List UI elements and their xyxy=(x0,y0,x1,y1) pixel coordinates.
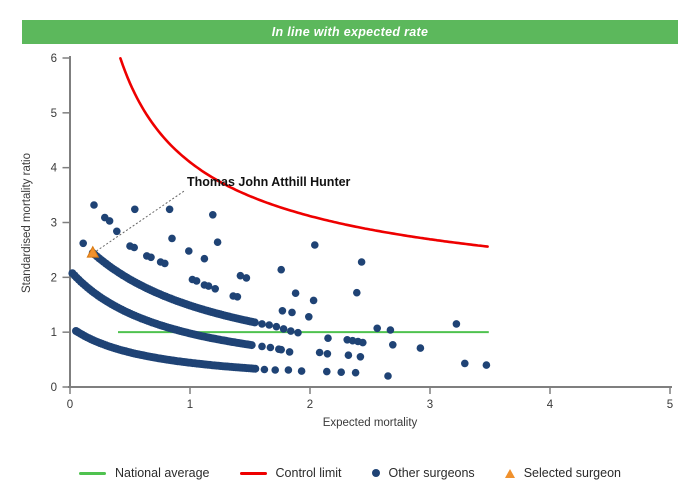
other-surgeon-dot[interactable] xyxy=(277,345,286,354)
other-surgeon-dot[interactable] xyxy=(165,205,174,214)
y-tick-label: 3 xyxy=(51,218,57,230)
other-surgeon-dot[interactable] xyxy=(211,285,219,293)
other-surgeon-dot[interactable] xyxy=(278,307,287,315)
other-surgeon-dot[interactable] xyxy=(90,201,98,209)
other-surgeon-dot[interactable] xyxy=(131,205,139,214)
other-surgeon-dot[interactable] xyxy=(265,321,274,329)
other-surgeon-dot[interactable] xyxy=(386,326,395,334)
other-surgeon-dot[interactable] xyxy=(161,259,169,268)
x-tick-label: 5 xyxy=(667,399,673,411)
other-surgeon-dot[interactable] xyxy=(416,344,425,352)
y-tick-label: 1 xyxy=(51,327,57,339)
other-surgeon-dot[interactable] xyxy=(285,348,294,356)
other-surgeon-dot[interactable] xyxy=(277,265,286,274)
legend-label: Other surgeons xyxy=(388,466,475,480)
other-surgeon-dot[interactable] xyxy=(130,243,138,252)
other-surgeon-dot[interactable] xyxy=(389,341,397,349)
other-surgeon-dot[interactable] xyxy=(209,211,217,219)
other-surgeon-dot[interactable] xyxy=(113,227,121,236)
chart-legend: National average Control limit Other sur… xyxy=(0,466,700,480)
x-tick-label: 2 xyxy=(307,399,313,411)
other-surgeon-dot[interactable] xyxy=(482,361,491,369)
other-surgeon-dot[interactable] xyxy=(251,364,260,373)
y-tick-label: 2 xyxy=(51,272,57,284)
surgeon-dot-icon xyxy=(371,469,380,477)
legend-label: Control limit xyxy=(275,466,342,480)
y-tick-label: 4 xyxy=(51,163,58,175)
other-surgeon-dot[interactable] xyxy=(185,247,193,255)
other-surgeon-dot[interactable] xyxy=(260,365,269,374)
other-surgeon-dot[interactable] xyxy=(359,338,367,347)
x-tick-label: 3 xyxy=(427,399,433,411)
selected-surgeon-label: Thomas John Atthill Hunter xyxy=(187,175,351,189)
other-surgeon-dot[interactable] xyxy=(353,288,361,297)
other-surgeon-dot[interactable] xyxy=(356,353,365,361)
other-surgeon-dot[interactable] xyxy=(323,350,332,358)
other-surgeon-dot[interactable] xyxy=(315,348,324,357)
chart-area: 0 1 2 3 4 5 6 0 1 2 3 4 5 Expected mortality Standardi… xyxy=(0,45,700,445)
other-surgeon-dot[interactable] xyxy=(266,343,275,352)
other-surgeon-dot[interactable] xyxy=(279,325,288,333)
other-surgeon-dot[interactable] xyxy=(105,217,114,225)
other-surgeon-dot[interactable] xyxy=(258,342,266,351)
legend-item-selected-surgeon: Selected surgeon xyxy=(504,466,621,480)
other-surgeon-dot[interactable] xyxy=(284,366,293,374)
other-surgeon-dot[interactable] xyxy=(384,372,392,380)
other-surgeon-dot[interactable] xyxy=(79,239,87,248)
other-surgeon-dot[interactable] xyxy=(323,367,331,376)
other-surgeon-dot[interactable] xyxy=(357,258,366,266)
other-surgeon-dot[interactable] xyxy=(272,322,281,331)
legend-label: Selected surgeon xyxy=(523,466,621,480)
other-surgeon-dot[interactable] xyxy=(287,327,295,335)
other-surgeon-dot[interactable] xyxy=(351,368,360,377)
y-axis-title: Standardised mortality ratio xyxy=(21,153,33,293)
x-tick-label: 0 xyxy=(67,399,73,411)
status-banner: In line with expected rate xyxy=(22,20,678,44)
y-tick-label: 6 xyxy=(51,53,57,65)
other-surgeon-dot[interactable] xyxy=(236,271,245,280)
y-tick-label: 5 xyxy=(51,108,57,120)
other-surgeon-dot[interactable] xyxy=(258,320,266,328)
other-surgeon-dot[interactable] xyxy=(271,366,280,374)
x-tick-label: 4 xyxy=(547,399,554,411)
legend-item-national-average: National average xyxy=(79,466,210,480)
other-surgeon-dot[interactable] xyxy=(250,318,259,327)
x-axis-title: Expected mortality xyxy=(323,417,418,429)
selected-surgeon-marker[interactable] xyxy=(86,245,100,258)
control-limit-line-icon xyxy=(239,471,267,475)
other-surgeon-dot[interactable] xyxy=(337,368,346,377)
other-surgeon-dot[interactable] xyxy=(213,238,222,246)
other-surgeon-dot[interactable] xyxy=(373,324,382,333)
other-surgeon-dot[interactable] xyxy=(344,351,353,360)
other-surgeon-dot[interactable] xyxy=(147,253,155,262)
selected-surgeon-triangle-icon xyxy=(504,468,515,478)
other-surgeon-dot[interactable] xyxy=(294,328,302,337)
other-surgeon-dot[interactable] xyxy=(461,359,469,368)
other-surgeon-dot[interactable] xyxy=(288,308,296,317)
other-surgeon-dot[interactable] xyxy=(311,241,319,249)
funnel-plot: 0 1 2 3 4 5 6 0 1 2 3 4 5 Expected mortality Standardi… xyxy=(21,53,673,429)
other-surgeon-dot[interactable] xyxy=(168,234,176,243)
other-surgeon-dot[interactable] xyxy=(233,293,242,301)
other-surgeon-dot[interactable] xyxy=(247,341,256,350)
other-surgeon-dot[interactable] xyxy=(200,254,209,263)
other-surgeon-dot[interactable] xyxy=(305,313,313,321)
other-surgeon-dot[interactable] xyxy=(309,296,318,305)
legend-item-control-limit: Control limit xyxy=(239,466,342,480)
other-surgeon-dot[interactable] xyxy=(324,334,332,343)
legend-item-other-surgeons: Other surgeons xyxy=(371,466,475,480)
other-surgeon-dot[interactable] xyxy=(242,274,251,282)
national-average-line-icon xyxy=(79,471,106,475)
other-surgeon-dot[interactable] xyxy=(452,320,461,328)
other-surgeon-dot[interactable] xyxy=(204,282,213,290)
y-tick-label: 0 xyxy=(51,382,57,394)
x-tick-label: 1 xyxy=(187,399,193,411)
legend-label: National average xyxy=(115,466,210,480)
other-surgeon-dot[interactable] xyxy=(192,277,201,285)
other-surgeon-dot[interactable] xyxy=(291,289,300,297)
annotation-leader-line xyxy=(96,190,185,252)
control-limit-curve xyxy=(119,57,489,248)
other-surgeon-dot[interactable] xyxy=(297,367,306,375)
